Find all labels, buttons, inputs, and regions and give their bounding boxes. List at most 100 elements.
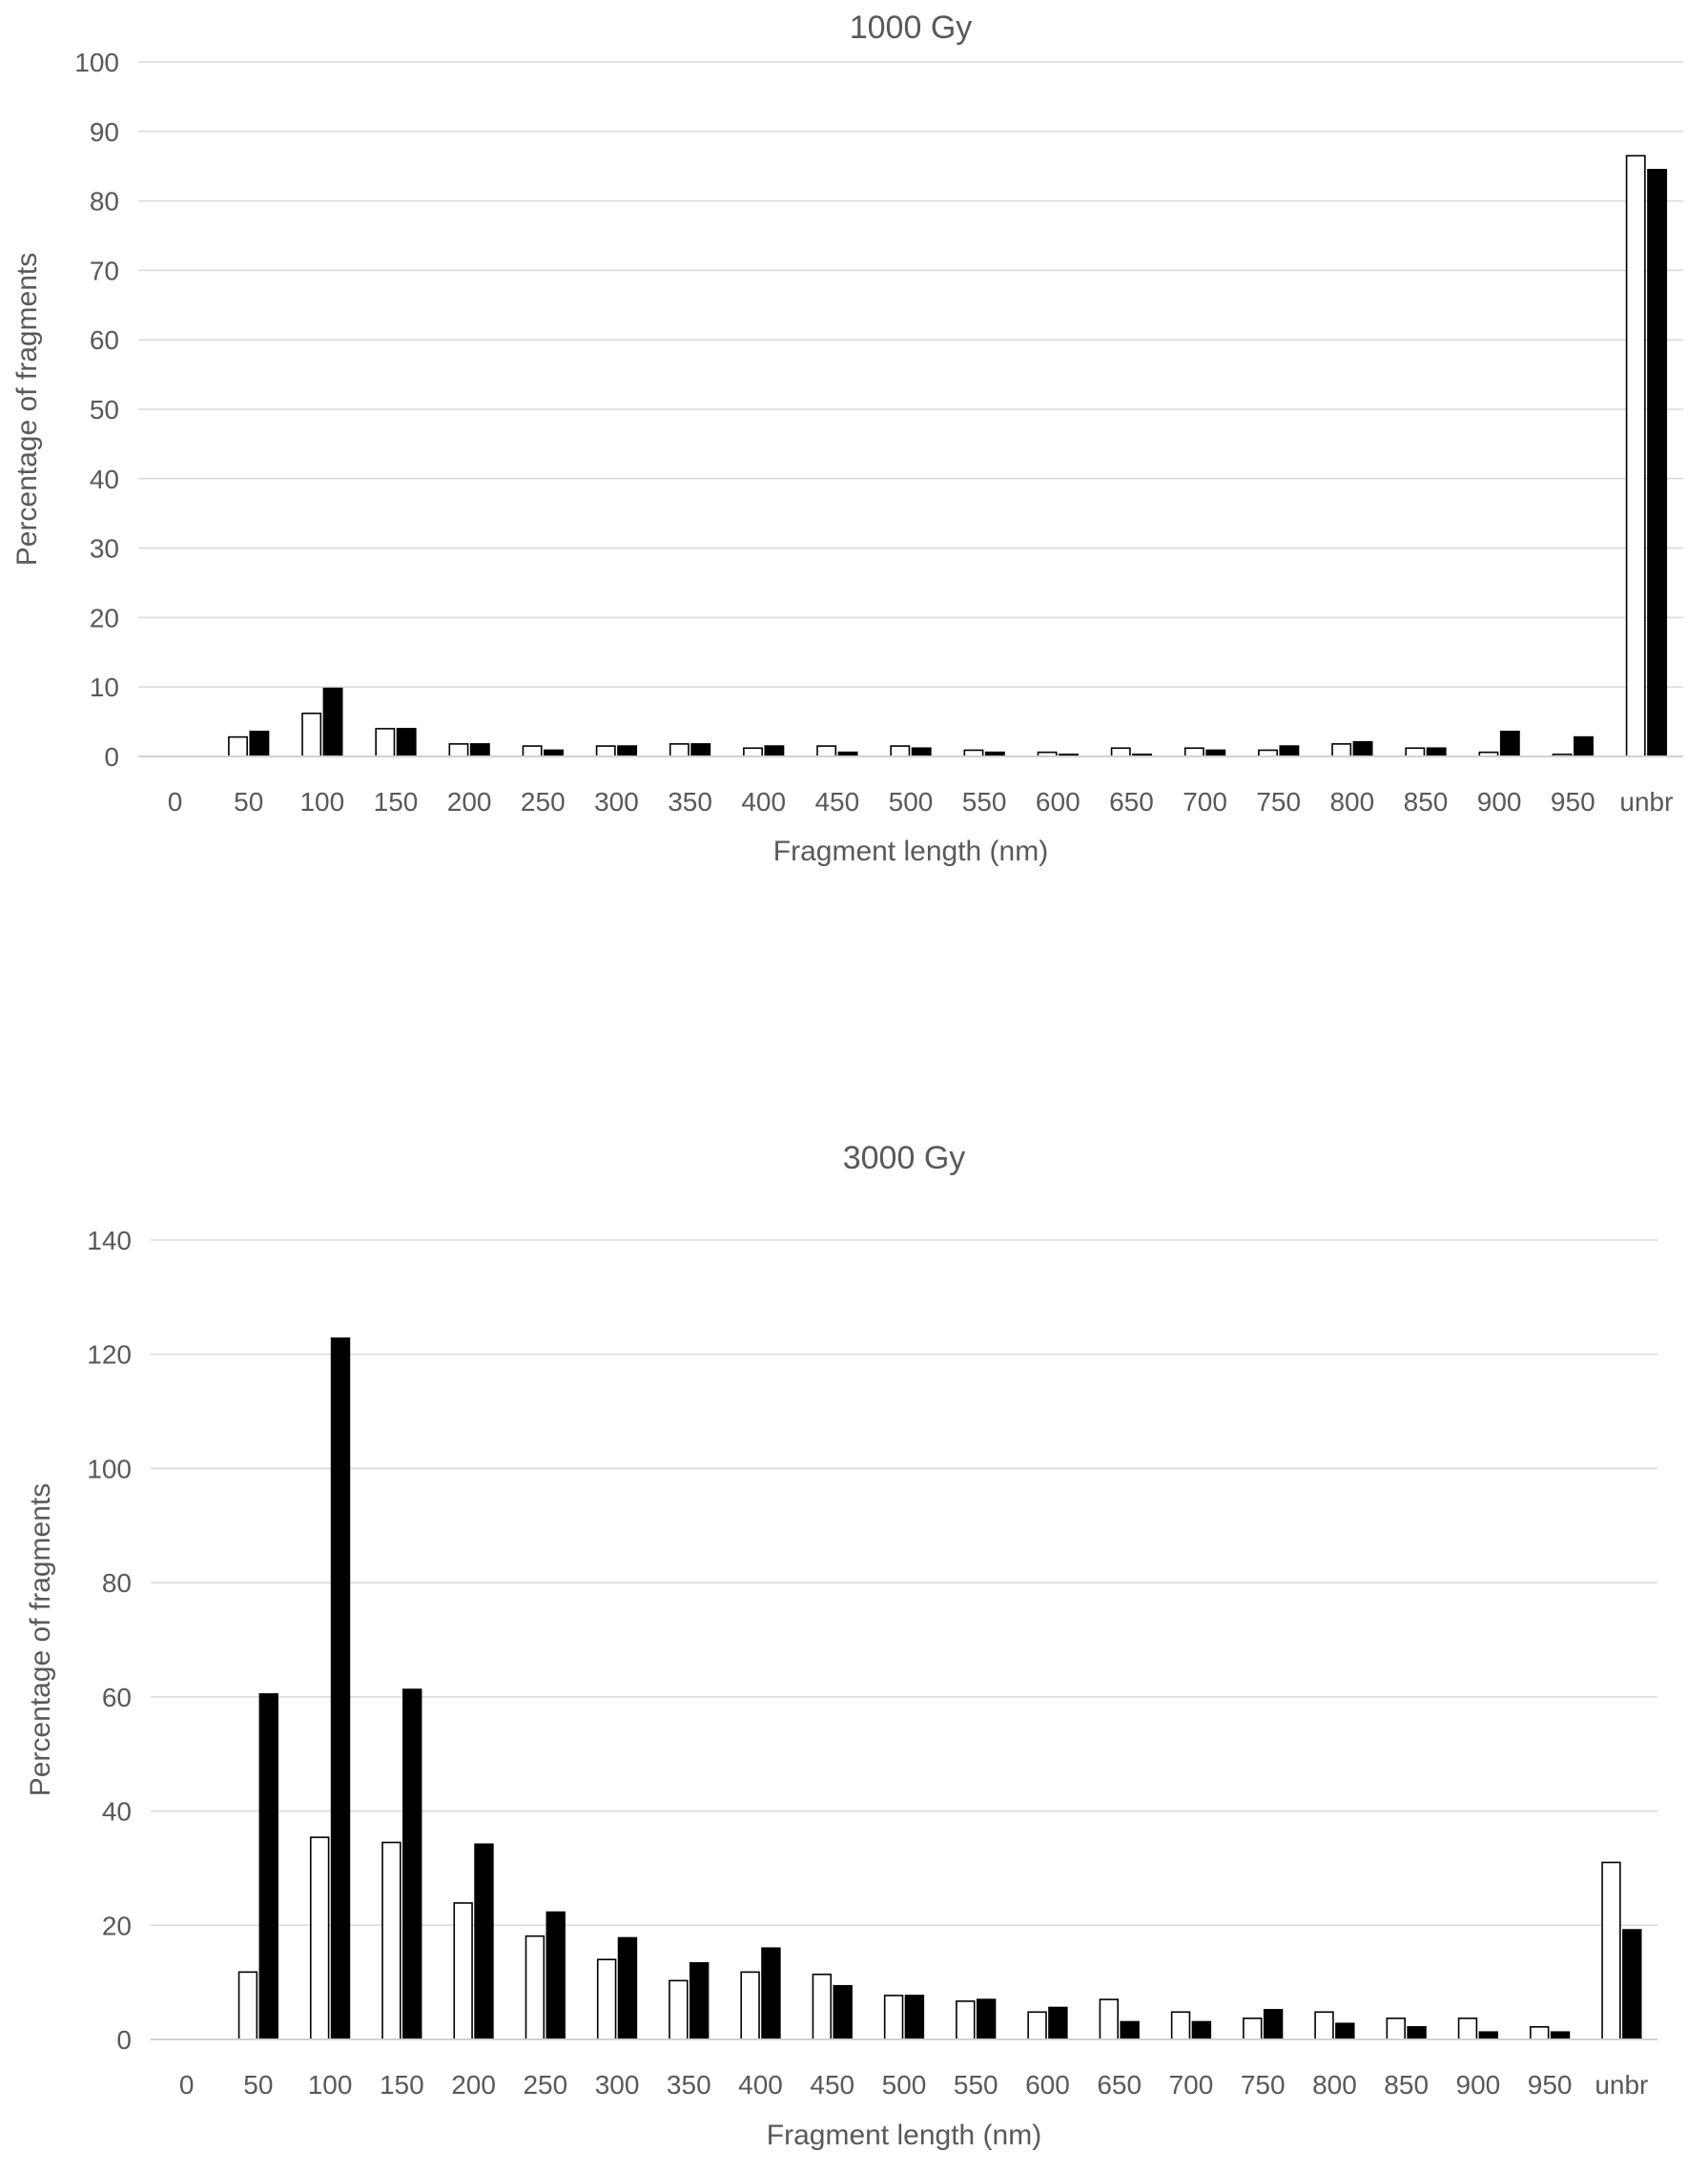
bar-white (1170, 2011, 1191, 2040)
bar-black (545, 1911, 566, 2040)
bar-black (1191, 2020, 1212, 2040)
x-tick-label: 200 (451, 2070, 496, 2100)
bar-white (309, 1836, 330, 2040)
x-tick-label: 600 (1036, 787, 1080, 817)
bar-black (1120, 2020, 1140, 2040)
x-tick-label: 400 (741, 787, 786, 817)
bar-black (1647, 169, 1668, 757)
bar-white (237, 1971, 258, 2040)
bar-white (812, 1973, 833, 2040)
bar-black (689, 1961, 710, 2040)
bar-white (816, 745, 837, 757)
x-tick-label: 900 (1477, 787, 1522, 817)
x-tick-label: 650 (1097, 2070, 1142, 2100)
x-tick-label: 150 (374, 787, 419, 817)
x-tick-label: 0 (179, 2070, 195, 2100)
y-tick-label: 100 (74, 48, 119, 77)
bar-black (1407, 2026, 1427, 2040)
bar-white (743, 747, 763, 757)
x-tick-label: unbr (1595, 2070, 1648, 2100)
bar-white (448, 743, 469, 757)
x-tick-label: 350 (667, 2070, 711, 2100)
x-tick-label: 450 (814, 787, 859, 817)
y-tick-label: 100 (87, 1454, 132, 1483)
chart-title: 1000 Gy (850, 10, 973, 46)
x-tick-label: 400 (738, 2070, 783, 2100)
bar-white (1405, 747, 1426, 757)
x-tick-label: 800 (1312, 2070, 1357, 2100)
bar-black (396, 728, 417, 757)
x-tick-label: 250 (523, 2070, 567, 2100)
x-tick-label: 150 (380, 2070, 424, 2100)
x-tick-label: 800 (1329, 787, 1374, 817)
y-tick-label: 90 (90, 117, 119, 147)
y-tick-label: 0 (104, 742, 119, 772)
bar-black (1478, 2031, 1499, 2040)
x-tick-label: unbr (1619, 787, 1673, 817)
bar-white (1099, 1998, 1120, 2040)
y-tick-label: 60 (102, 1683, 132, 1712)
x-tick-label: 700 (1183, 787, 1227, 817)
x-tick-label: 650 (1109, 787, 1154, 817)
bar-black (330, 1337, 351, 2040)
bar-white (381, 1841, 401, 2040)
bar-white (596, 1958, 617, 2040)
x-tick-label: 100 (308, 2070, 353, 2100)
y-tick-label: 20 (102, 1911, 132, 1940)
bar-white (525, 1935, 545, 2040)
bar-black (402, 1688, 422, 2040)
y-tick-label: 120 (87, 1340, 132, 1370)
bar-black (1352, 740, 1373, 757)
x-axis-label: Fragment length (nm) (767, 2120, 1041, 2151)
bar-black (911, 747, 932, 757)
chart-title: 3000 Gy (843, 1140, 966, 1176)
bar-black (1426, 747, 1447, 757)
x-tick-label: 550 (954, 2070, 998, 2100)
x-tick-label: 500 (882, 2070, 927, 2100)
x-tick-label: 200 (447, 787, 492, 817)
y-tick-label: 20 (90, 603, 119, 632)
bar-white (669, 1979, 689, 2040)
bar-white (1027, 2011, 1047, 2040)
x-tick-label: 50 (243, 2070, 273, 2100)
y-tick-label: 60 (90, 325, 119, 355)
y-tick-label: 40 (90, 465, 119, 494)
x-tick-label: 250 (521, 787, 566, 817)
y-axis-label: Percentage of fragments (11, 253, 43, 567)
bar-black (976, 1998, 997, 2040)
bar-white (595, 745, 616, 757)
bar-white (890, 745, 911, 757)
y-axis-label: Percentage of fragments (25, 1483, 56, 1797)
bar-white (956, 2000, 976, 2040)
x-axis-label: Fragment length (nm) (773, 836, 1048, 867)
y-tick-label: 50 (90, 395, 119, 424)
x-tick-label: 950 (1551, 787, 1595, 817)
x-tick-label: 0 (168, 787, 183, 817)
bar-black (1574, 735, 1594, 757)
bar-white (453, 1902, 473, 2040)
x-tick-label: 850 (1384, 2070, 1429, 2100)
x-tick-label: 300 (594, 787, 639, 817)
bar-black (1499, 730, 1520, 757)
bar-white (1386, 2018, 1406, 2040)
chart-1000-gy: 0 10 20 30 40 50 60 70 80 90 100 0 50 100 150 200 250 30… (0, 0, 1708, 954)
bar-white (1314, 2011, 1334, 2040)
x-tick-label: 750 (1256, 787, 1301, 817)
x-tick-label: 350 (668, 787, 712, 817)
bar-white (1183, 747, 1204, 757)
bar-black (469, 743, 490, 757)
y-tick-label: 0 (116, 2025, 132, 2055)
x-tick-label: 950 (1528, 2070, 1573, 2100)
chart-3000-gy-svg: 0 20 40 60 80 100 120 140 0 50 100 150 200 250 300 350… (25, 1140, 1657, 2151)
bar-white (1625, 155, 1646, 757)
bar-white (740, 1971, 760, 2040)
bar-black (764, 745, 785, 757)
y-tick-label: 70 (90, 256, 119, 285)
bar-black (617, 1936, 638, 2040)
bar-black (904, 1995, 925, 2040)
bar-black (1550, 2031, 1571, 2040)
x-tick-label: 450 (810, 2070, 854, 2100)
bar-white (1331, 743, 1352, 757)
bar-black (249, 730, 270, 757)
bar-white (228, 735, 248, 757)
